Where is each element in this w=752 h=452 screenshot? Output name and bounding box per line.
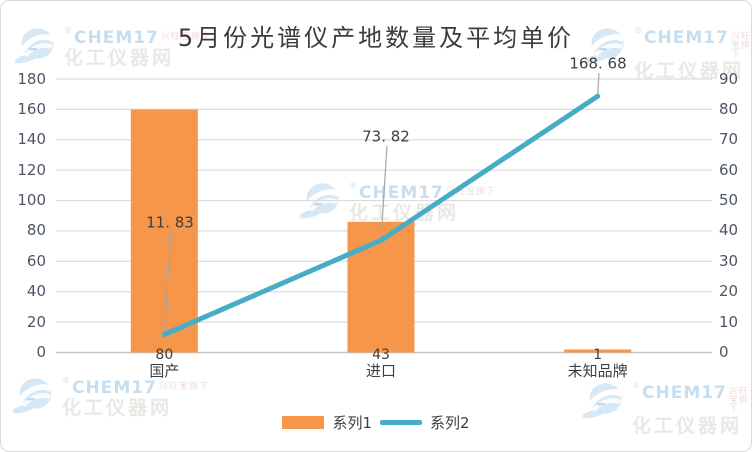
legend-series2-line-swatch [380,420,422,425]
bar-series1 [130,109,198,353]
bar-series1 [564,349,632,353]
legend: 系列1 系列2 [1,412,751,433]
data-label-leader-line [597,72,600,96]
legend-series1-bar-swatch [282,416,325,429]
legend-series2-label: 系列2 [430,414,470,432]
chart-title: 5月份光谱仪产地数量及平均单价 [177,24,575,52]
bar-series1 [347,221,415,353]
line-series2 [161,93,601,338]
data-label-leader-line [163,231,172,334]
data-label-leader-line [380,145,388,240]
legend-series1-label: 系列1 [332,414,372,432]
